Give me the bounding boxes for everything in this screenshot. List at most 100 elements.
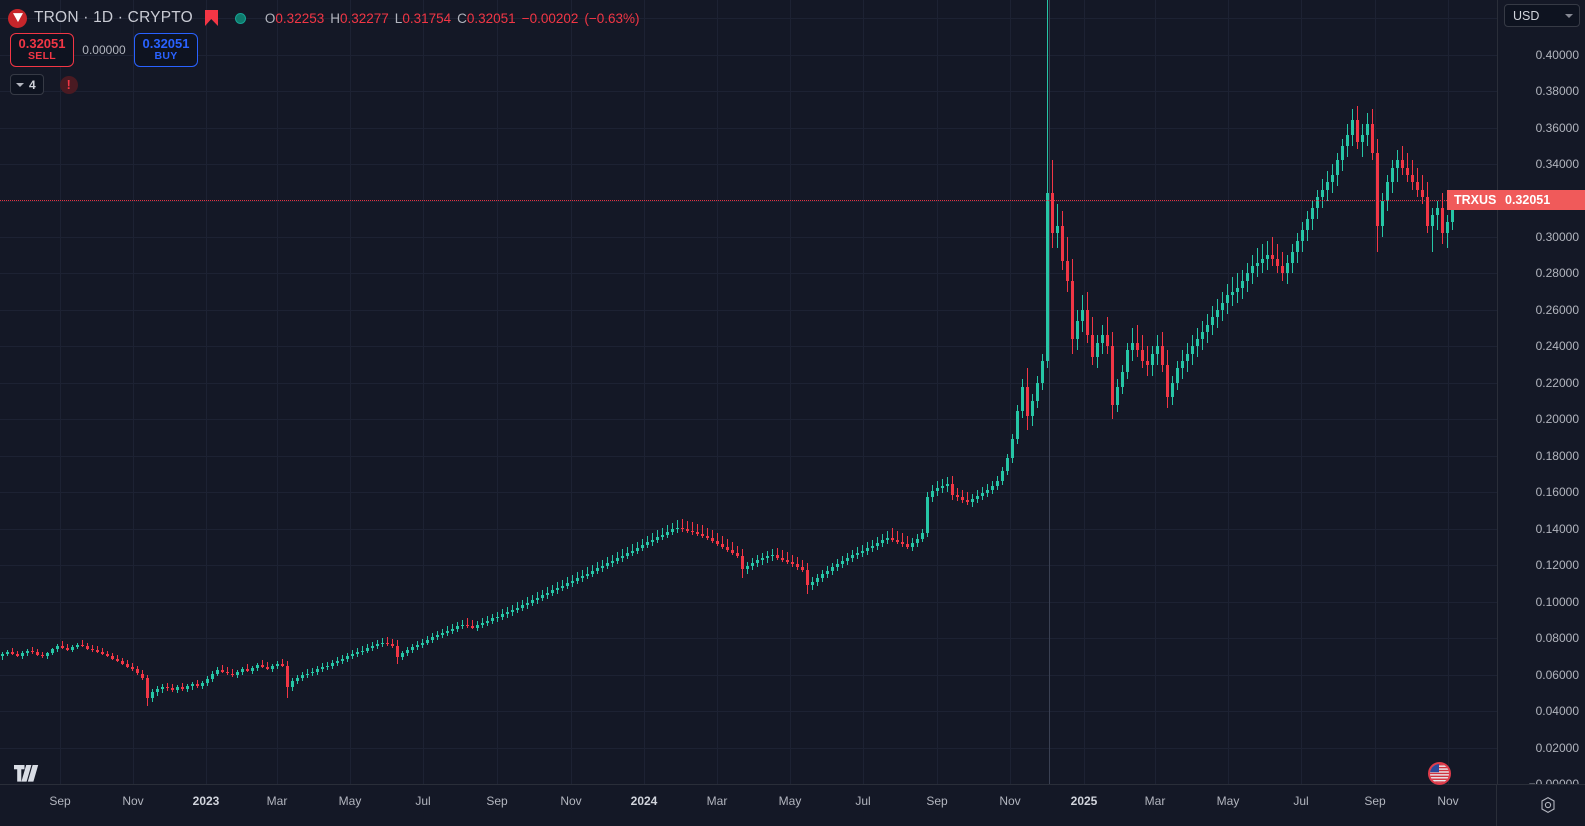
candle-wick: [772, 549, 773, 562]
buy-price: 0.32051: [142, 36, 190, 52]
candle-body: [76, 644, 79, 648]
candle-body: [1181, 361, 1184, 369]
price-axis-tick-label: 0.26000: [1535, 302, 1579, 317]
candle-body: [641, 545, 644, 549]
time-axis-tick-label: Mar: [1144, 794, 1166, 808]
candle-body: [1421, 189, 1424, 197]
current-price-badge[interactable]: 0.32051: [1497, 189, 1585, 210]
candle-body: [1001, 471, 1004, 481]
candle-wick: [467, 617, 468, 628]
spread-value: 0.00000: [82, 43, 126, 57]
tradingview-logo-icon[interactable]: [14, 765, 40, 782]
candle-body: [1276, 258, 1279, 267]
candle-body: [1226, 295, 1229, 303]
candle-body: [861, 550, 864, 553]
candle-wick: [727, 538, 728, 552]
candle-body: [906, 544, 909, 547]
candle-body: [246, 669, 249, 671]
candle-body: [481, 622, 484, 625]
candle-wick: [907, 535, 908, 549]
grid-line-horizontal: [0, 565, 1497, 566]
candle-body: [1086, 309, 1089, 336]
candle-body: [626, 553, 629, 556]
candle-body: [901, 541, 904, 545]
candle-body: [561, 585, 564, 589]
candle-body: [586, 573, 589, 577]
candle-wick: [232, 668, 233, 677]
ohlc-low-value: 0.31754: [402, 10, 452, 26]
time-axis-tick-label: 2024: [630, 794, 658, 808]
symbol-title[interactable]: TRON · 1D · CRYPTO: [34, 9, 193, 26]
candle-wick: [622, 549, 623, 562]
chart-price-tag[interactable]: TRXUSD0.32051: [1447, 189, 1497, 210]
candle-wick: [777, 548, 778, 561]
candle-wick: [577, 572, 578, 585]
price-axis-tick-label: 0.04000: [1535, 704, 1579, 719]
candle-body: [466, 624, 469, 627]
candle-body: [1036, 382, 1039, 402]
grid-line-horizontal: [0, 237, 1497, 238]
candle-body: [646, 542, 649, 546]
time-axis[interactable]: Sep Nov 2023 Mar May Jul Sep Nov 2024 Mar May Jul Se…: [0, 784, 1585, 826]
price-axis-tick-label: 0.24000: [1535, 339, 1579, 354]
candle-body: [851, 555, 854, 559]
candle-body: [116, 658, 119, 662]
candle-wick: [1257, 247, 1258, 278]
sell-button[interactable]: 0.32051 SELL: [10, 33, 74, 67]
candle-body: [1301, 229, 1304, 241]
ohlc-high-value: 0.32277: [339, 10, 389, 26]
candle-body: [801, 567, 804, 570]
candle-body: [166, 687, 169, 689]
candle-body: [1051, 193, 1054, 234]
candle-body: [276, 664, 279, 667]
quantity-stepper[interactable]: 4: [10, 74, 44, 95]
candle-wick: [587, 567, 588, 580]
candle-body: [1331, 175, 1334, 183]
candle-body: [1161, 346, 1164, 365]
candle-body: [91, 648, 94, 651]
candle-wick: [1432, 207, 1433, 252]
candle-body: [696, 532, 699, 534]
candle-body: [351, 654, 354, 657]
candle-wick: [572, 574, 573, 587]
candle-body: [476, 625, 479, 628]
candle-body: [911, 543, 914, 547]
candle-body: [1091, 335, 1094, 358]
candle-body: [1441, 207, 1444, 234]
buy-button[interactable]: 0.32051 BUY: [134, 33, 198, 67]
candle-wick: [267, 662, 268, 671]
ohlc-change-abs: −0.00202: [521, 10, 579, 26]
candle-body: [1141, 350, 1144, 361]
price-axis[interactable]: USD 0.400000.380000.360000.340000.320000…: [1497, 0, 1585, 791]
warning-icon[interactable]: !: [59, 75, 78, 94]
candle-wick: [662, 527, 663, 541]
flag-icon[interactable]: [205, 10, 218, 26]
candle-body: [656, 537, 659, 540]
time-axis-tick-label: Sep: [486, 794, 508, 808]
candle-wick: [707, 528, 708, 541]
candle-body: [961, 497, 964, 500]
chart-settings-icon[interactable]: [1539, 796, 1557, 814]
candle-body: [616, 558, 619, 562]
buy-label: BUY: [154, 50, 178, 63]
chart-pane[interactable]: TRXUSD 0.32051: [0, 0, 1497, 784]
price-axis-tick-label: 0.16000: [1535, 485, 1579, 500]
candle-body: [436, 635, 439, 638]
candle-body: [916, 538, 919, 544]
candle-body: [381, 642, 384, 645]
candle-body: [106, 654, 109, 657]
candle-wick: [82, 639, 83, 648]
candle-body: [1076, 320, 1079, 340]
candle-body: [881, 540, 884, 544]
ohlc-close-value: 0.32051: [466, 10, 516, 26]
us-flag-icon[interactable]: [1428, 762, 1451, 785]
currency-unit-select[interactable]: USD: [1504, 4, 1580, 27]
candle-wick: [97, 646, 98, 654]
ohlc-close-key: C: [457, 10, 467, 26]
candle-wick: [1407, 153, 1408, 183]
ohlc-values: O0.32253 H0.32277 L0.31754 C0.32051 −0.00202…: [265, 11, 640, 26]
candle-wick: [182, 682, 183, 691]
candle-body: [1381, 200, 1384, 227]
candle-wick: [787, 552, 788, 565]
candle-body: [1, 654, 4, 657]
